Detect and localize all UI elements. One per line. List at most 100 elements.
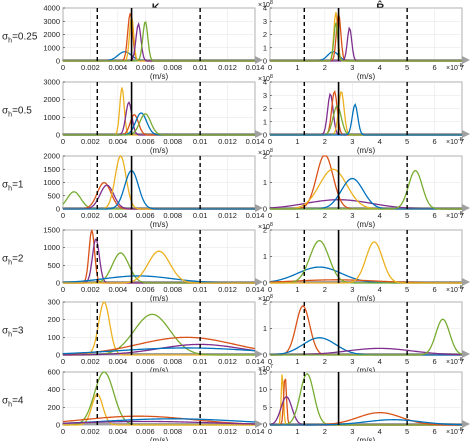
y-tick-label: 1 [263,252,267,261]
x-tick-label: 0.006 [136,427,155,436]
y-tick-label: 100 [47,333,60,342]
x-tick-label: 0.01 [193,211,208,220]
axis-arrow-head [255,420,263,428]
x-tick-label: 2 [323,357,327,366]
axis-arrow-head [462,350,470,358]
x-tick-label: 0.014 [246,357,265,366]
x-tick-label: 7 [460,137,464,146]
plot-frame [62,81,256,136]
x-tick-label: 7 [460,357,464,366]
x-tick-label: 0.012 [218,137,237,146]
x-tick-label: 2 [323,63,327,72]
y-tick-label: 3000 [43,78,60,87]
x-tick-label: 6 [432,285,436,294]
y-tick-label: 2000 [43,95,60,104]
x-tick-label: 1 [295,211,299,220]
y-exponent: ×108 [258,74,273,83]
y-tick-label: 2 [263,152,267,161]
x-tick-label: 5 [405,137,409,146]
y-tick-label: 0 [263,205,267,214]
x-tick-label: 2 [323,427,327,436]
x-tick-label: 0.008 [163,137,182,146]
x-tick-label: 0.004 [108,211,127,220]
y-tick-label: 0 [263,57,267,66]
y-tick-label: 600 [47,368,60,377]
x-tick-label: 0.002 [81,285,100,294]
row-label: σh=0.25 [2,32,38,45]
density-curve [270,318,463,356]
axis-arrow-head [462,130,470,138]
x-tick-label: 6 [432,63,436,72]
x-tick-label: 0.002 [81,63,100,72]
x-tick-label: 0.004 [108,427,127,436]
x-tick-label: 0.006 [136,137,155,146]
x-exponent: ×10-8 [446,357,463,366]
x-tick-label: 0.008 [163,211,182,220]
x-tick-label: 7 [460,285,464,294]
y-tick-label: 1000 [43,43,60,52]
y-tick-label: 4 [263,78,267,87]
x-tick-label: 3 [350,63,354,72]
x-tick-label: 0.014 [246,427,265,436]
x-tick-label: 1 [295,427,299,436]
x-axis-label: (m/s) [150,366,169,375]
x-tick-label: 0 [61,357,65,366]
y-tick-label: 0 [263,421,267,430]
x-tick-label: 0.006 [136,357,155,366]
panel: 0 0.002 0.004 0.006 0.008 0.01 0.012 0.01401000… [43,4,264,82]
y-tick-label: 0 [263,131,267,140]
x-tick-label: 0.01 [193,357,208,366]
x-tick-label: 0.01 [193,427,208,436]
x-tick-label: 3 [350,285,354,294]
y-tick-label: 0 [56,279,60,288]
density-curve [270,241,462,284]
density-curve [62,420,256,425]
y-tick-label: 15 [259,368,267,377]
x-tick-label: 0.014 [246,137,265,146]
y-tick-label: 2 [263,298,267,307]
x-axis-label: (m/s) [357,436,376,441]
y-tick-label: 1 [263,117,267,126]
x-tick-label: 1 [295,357,299,366]
x-tick-label: 3 [350,357,354,366]
x-tick-label: 0 [61,285,65,294]
x-axis-label: (m/s) [357,146,376,155]
y-tick-label: 2 [263,226,267,235]
y-tick-label: 1000 [43,113,60,122]
x-tick-label: 0 [268,137,272,146]
x-tick-label: 0.012 [218,285,237,294]
y-tick-label: 200 [47,403,60,412]
y-tick-label: 0 [56,131,60,140]
x-tick-label: 0.002 [81,211,100,220]
x-tick-label: 1 [295,137,299,146]
density-curve [62,347,256,355]
x-exponent: ×10-8 [446,137,463,146]
x-exponent: ×10-8 [446,211,463,220]
x-tick-label: 0 [268,357,272,366]
x-tick-label: 1 [295,63,299,72]
y-tick-label: 500 [47,261,60,270]
x-tick-label: 5 [405,357,409,366]
x-tick-label: 0.014 [246,63,265,72]
axis-arrow-head [462,204,470,212]
y-tick-label: 0 [56,351,60,360]
panel: 0 0.002 0.004 0.006 0.008 0.01 0.012 0.01405001… [43,226,264,304]
row-label: σh=2 [2,254,24,267]
x-tick-label: 0.008 [163,285,182,294]
x-axis-label: (m/s) [357,72,376,81]
y-exponent: ×108 [258,222,273,231]
axis-arrow-head [255,204,263,212]
x-tick-label: 4 [378,63,382,72]
x-tick-label: 0.012 [218,427,237,436]
density-curve [270,169,462,210]
x-tick-label: 4 [378,427,382,436]
x-tick-label: 0.004 [108,137,127,146]
density-curve [62,415,256,425]
x-tick-label: 2 [323,211,327,220]
x-tick-label: 2 [323,137,327,146]
axis-arrow-head [462,278,470,286]
x-tick-label: 0.002 [81,137,100,146]
y-tick-label: 300 [47,298,60,307]
